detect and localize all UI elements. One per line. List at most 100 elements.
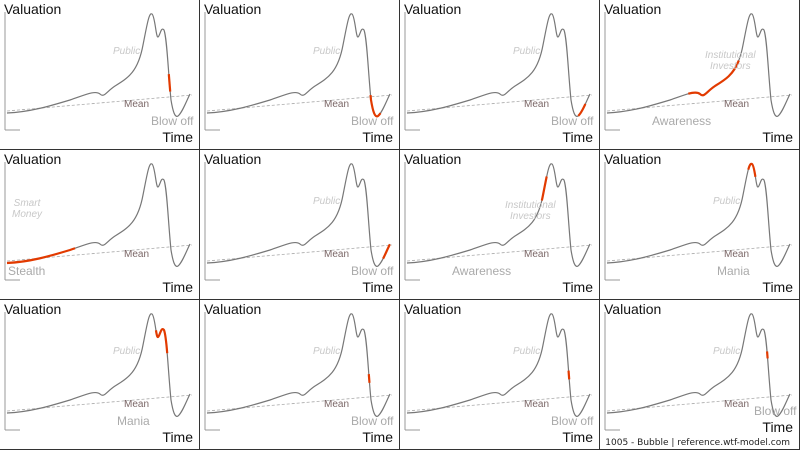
valuation-curve [406, 13, 591, 117]
phase-label: Awareness [452, 264, 512, 278]
panel-plot [404, 12, 593, 131]
x-axis-label: Time [162, 429, 193, 445]
x-axis-label: Time [562, 129, 593, 145]
highlight-segment [606, 162, 791, 268]
mean-label: Mean [524, 249, 550, 260]
chart-panel: Valuation Time Mean Public Mania [0, 300, 200, 450]
investor-label: Public [513, 346, 541, 357]
y-axis-label: Valuation [204, 301, 262, 317]
chart-panel: Valuation Time Mean Public Blow off [200, 300, 400, 450]
valuation-curve [206, 313, 391, 417]
mean-line [606, 94, 793, 112]
y-axis-label: Valuation [604, 301, 662, 317]
x-axis-label: Time [762, 419, 793, 435]
mean-line [206, 394, 393, 412]
mean-label: Mean [724, 99, 750, 110]
valuation-curve [206, 163, 391, 267]
investor-label: Institutional Investors [705, 50, 756, 72]
phase-label: Blow off [754, 404, 797, 418]
valuation-curve [6, 313, 191, 417]
chart-panel: Valuation Time Mean Public Blow off [0, 0, 200, 150]
y-axis-label: Valuation [404, 301, 462, 317]
x-axis-label: Time [362, 129, 393, 145]
highlight-segment [6, 312, 191, 418]
mean-label: Mean [324, 399, 350, 410]
x-axis-label: Time [762, 279, 793, 295]
investor-label: Public [313, 196, 341, 207]
valuation-curve [406, 313, 591, 417]
chart-panel: Valuation Time Mean Public Blow off [400, 300, 600, 450]
panel-plot [204, 162, 393, 281]
phase-label: Mania [117, 414, 150, 428]
chart-panel: Valuation Time Mean Public Mania [600, 150, 800, 300]
mean-line [6, 394, 193, 412]
chart-panel: Valuation Time Mean Smart Money Stealth [0, 150, 200, 300]
phase-label: Blow off [551, 114, 594, 128]
mean-label: Mean [124, 249, 150, 260]
mean-label: Mean [324, 249, 350, 260]
footer-credit: 1005 - Bubble | reference.wtf-model.com [603, 438, 792, 449]
y-axis-label: Valuation [604, 1, 662, 17]
y-axis-label: Valuation [604, 151, 662, 167]
investor-label: Public [113, 46, 141, 57]
chart-panel: Valuation Time Mean Public Blow off [600, 300, 800, 450]
mean-label: Mean [524, 99, 550, 110]
chart-panel: Valuation Time Mean Institutional Invest… [600, 0, 800, 150]
chart-panel: Valuation Time Mean Institutional Invest… [400, 150, 600, 300]
panel-plot [4, 162, 193, 281]
mean-line [406, 94, 593, 112]
y-axis-label: Valuation [404, 151, 462, 167]
chart-panel: Valuation Time Mean Public Blow off [200, 150, 400, 300]
phase-label: Stealth [8, 264, 46, 278]
investor-label: Public [113, 346, 141, 357]
y-axis-label: Valuation [204, 151, 262, 167]
mean-line [406, 394, 593, 412]
phase-label: Blow off [551, 414, 594, 428]
panel-plot [404, 312, 593, 431]
mean-line [406, 244, 593, 262]
panel-plot [604, 312, 793, 431]
valuation-curve [406, 163, 591, 267]
mean-line [206, 94, 393, 112]
valuation-curve [6, 163, 191, 267]
x-axis-label: Time [562, 279, 593, 295]
mean-label: Mean [124, 399, 150, 410]
valuation-curve [606, 313, 791, 417]
investor-label: Public [313, 346, 341, 357]
phase-label: Blow off [351, 414, 394, 428]
phase-label: Blow off [351, 114, 394, 128]
y-axis-label: Valuation [4, 1, 62, 17]
investor-label: Institutional Investors [505, 200, 556, 222]
investor-label: Smart Money [12, 198, 43, 220]
mean-line [206, 244, 393, 262]
x-axis-label: Time [562, 429, 593, 445]
mean-label: Mean [324, 99, 350, 110]
x-axis-label: Time [162, 129, 193, 145]
valuation-curve [606, 13, 791, 117]
panel-plot [4, 312, 193, 431]
valuation-curve [206, 13, 391, 117]
mean-label: Mean [724, 249, 750, 260]
panel-plot [204, 312, 393, 431]
panel-plot [4, 12, 193, 131]
x-axis-label: Time [762, 129, 793, 145]
y-axis-label: Valuation [204, 1, 262, 17]
phase-label: Blow off [151, 114, 194, 128]
mean-line [6, 94, 193, 112]
investor-label: Public [713, 196, 741, 207]
highlight-segment [606, 12, 791, 118]
panel-plot [604, 162, 793, 281]
chart-panel: Valuation Time Mean Public Blow off [200, 0, 400, 150]
x-axis-label: Time [362, 429, 393, 445]
mean-label: Mean [124, 99, 150, 110]
chart-panel: Valuation Time Mean Public Blow off [400, 0, 600, 150]
y-axis-label: Valuation [4, 151, 62, 167]
y-axis-label: Valuation [404, 1, 462, 17]
investor-label: Public [513, 46, 541, 57]
x-axis-label: Time [162, 279, 193, 295]
investor-label: Public [713, 346, 741, 357]
mean-label: Mean [724, 399, 750, 410]
valuation-curve [606, 163, 791, 267]
panel-plot [604, 12, 793, 131]
